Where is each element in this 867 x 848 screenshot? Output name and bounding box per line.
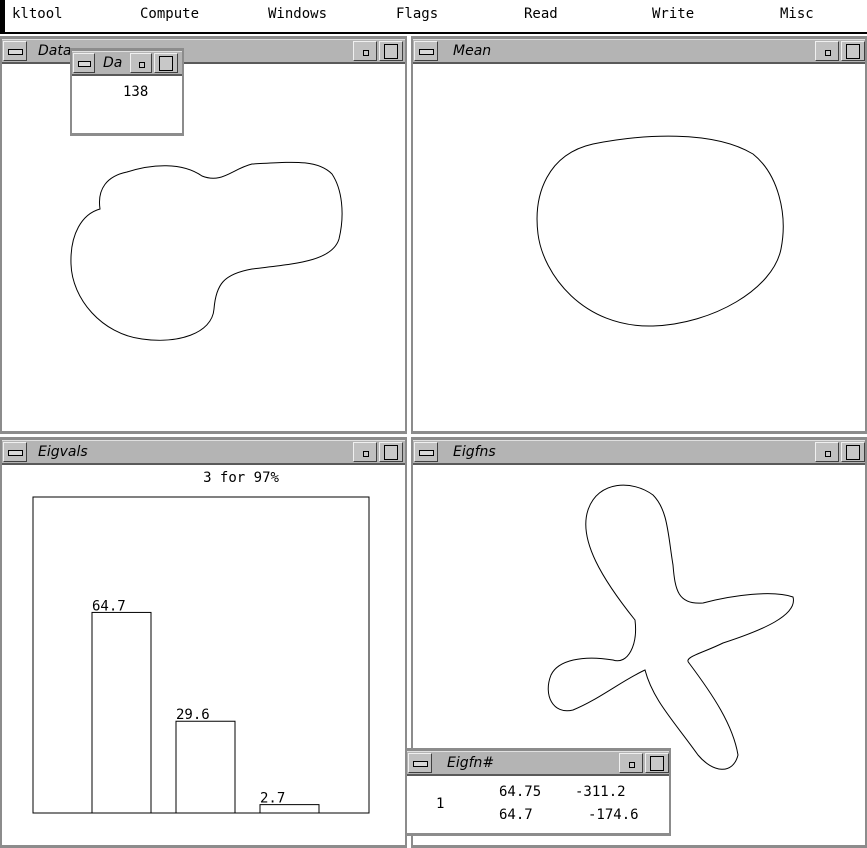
eigval-label-1: 64.7 <box>92 598 126 614</box>
menu-flags[interactable]: Flags <box>396 6 439 22</box>
maximize-icon[interactable] <box>645 753 669 773</box>
minimize-icon[interactable] <box>353 41 377 61</box>
mean-window: Mean <box>411 36 867 434</box>
minimize-icon[interactable] <box>815 41 839 61</box>
eigvals-canvas: 3 for 97% 64.7 29.6 2.7 <box>2 464 405 845</box>
menu-kltool[interactable]: kltool <box>12 6 63 22</box>
maximize-icon[interactable] <box>154 53 178 73</box>
eigval-bar-1 <box>91 611 152 814</box>
menu-write[interactable]: Write <box>652 6 695 22</box>
eigval-bar-3 <box>259 804 320 814</box>
window-menu-icon[interactable] <box>408 753 432 773</box>
eigfns-titlebar[interactable]: Eigfns <box>413 440 865 464</box>
data-titlebar[interactable]: Data <box>2 39 405 63</box>
chart-frame <box>32 496 370 814</box>
eigval-bar-2 <box>175 720 236 814</box>
eigvals-title: Eigvals <box>38 444 88 460</box>
eigfns-shape <box>547 484 794 770</box>
eigfn-index: 1 <box>436 796 445 812</box>
mean-title: Mean <box>453 43 492 59</box>
window-menu-icon[interactable] <box>414 41 438 61</box>
maximize-icon[interactable] <box>841 41 865 61</box>
eigfn-row2-value: 64.7 <box>499 807 533 823</box>
mean-canvas <box>413 63 865 431</box>
data-window: Data <box>0 36 407 434</box>
data-counter-titlebar[interactable]: Da <box>72 51 182 75</box>
eigfn-num-body: 1 64.75 -311.2 64.7 -174.6 <box>407 775 669 833</box>
window-menu-icon[interactable] <box>3 442 27 462</box>
data-canvas <box>2 63 405 431</box>
eigfn-row1-value: 64.75 <box>499 784 542 800</box>
minimize-icon[interactable] <box>619 753 643 773</box>
window-menu-icon[interactable] <box>73 53 95 73</box>
eigfn-num-window: Eigfn# 1 64.75 -311.2 64.7 -174.6 <box>405 748 671 836</box>
menu-read[interactable]: Read <box>524 6 558 22</box>
menu-windows[interactable]: Windows <box>268 6 328 22</box>
mean-shape <box>536 135 784 327</box>
eigvals-titlebar[interactable]: Eigvals <box>2 440 405 464</box>
data-counter-title: Da <box>103 55 123 71</box>
minimize-icon[interactable] <box>815 442 839 462</box>
eigfn-row2-coeff: -174.6 <box>588 807 639 823</box>
menubar-edge <box>0 0 5 32</box>
data-title: Data <box>38 43 72 59</box>
menu-misc[interactable]: Misc <box>780 6 814 22</box>
maximize-icon[interactable] <box>379 41 403 61</box>
chart-title: 3 for 97% <box>203 470 279 486</box>
menu-compute[interactable]: Compute <box>140 6 200 22</box>
eigval-label-3: 2.7 <box>260 791 285 807</box>
data-counter-value: 138 <box>123 84 149 100</box>
eigvals-window: Eigvals 3 for 97% 64.7 29.6 2.7 <box>0 437 407 848</box>
maximize-icon[interactable] <box>379 442 403 462</box>
eigfn-num-title: Eigfn# <box>447 755 495 771</box>
data-counter-window: Da 138 <box>70 48 184 136</box>
eigvals-chart: 3 for 97% 64.7 29.6 2.7 <box>32 470 370 814</box>
window-menu-icon[interactable] <box>3 41 27 61</box>
data-counter-body: 138 <box>72 75 182 133</box>
eigval-label-2: 29.6 <box>176 707 210 723</box>
minimize-icon[interactable] <box>130 53 152 73</box>
menubar-separator <box>0 32 867 34</box>
data-shape <box>70 161 343 341</box>
minimize-icon[interactable] <box>353 442 377 462</box>
eigfn-num-titlebar[interactable]: Eigfn# <box>407 751 669 775</box>
mean-titlebar[interactable]: Mean <box>413 39 865 63</box>
eigfn-row1-coeff: -311.2 <box>575 784 626 800</box>
maximize-icon[interactable] <box>841 442 865 462</box>
window-menu-icon[interactable] <box>414 442 438 462</box>
eigfns-title: Eigfns <box>453 444 496 460</box>
menu-bar: kltool Compute Windows Flags Read Write … <box>0 0 867 32</box>
